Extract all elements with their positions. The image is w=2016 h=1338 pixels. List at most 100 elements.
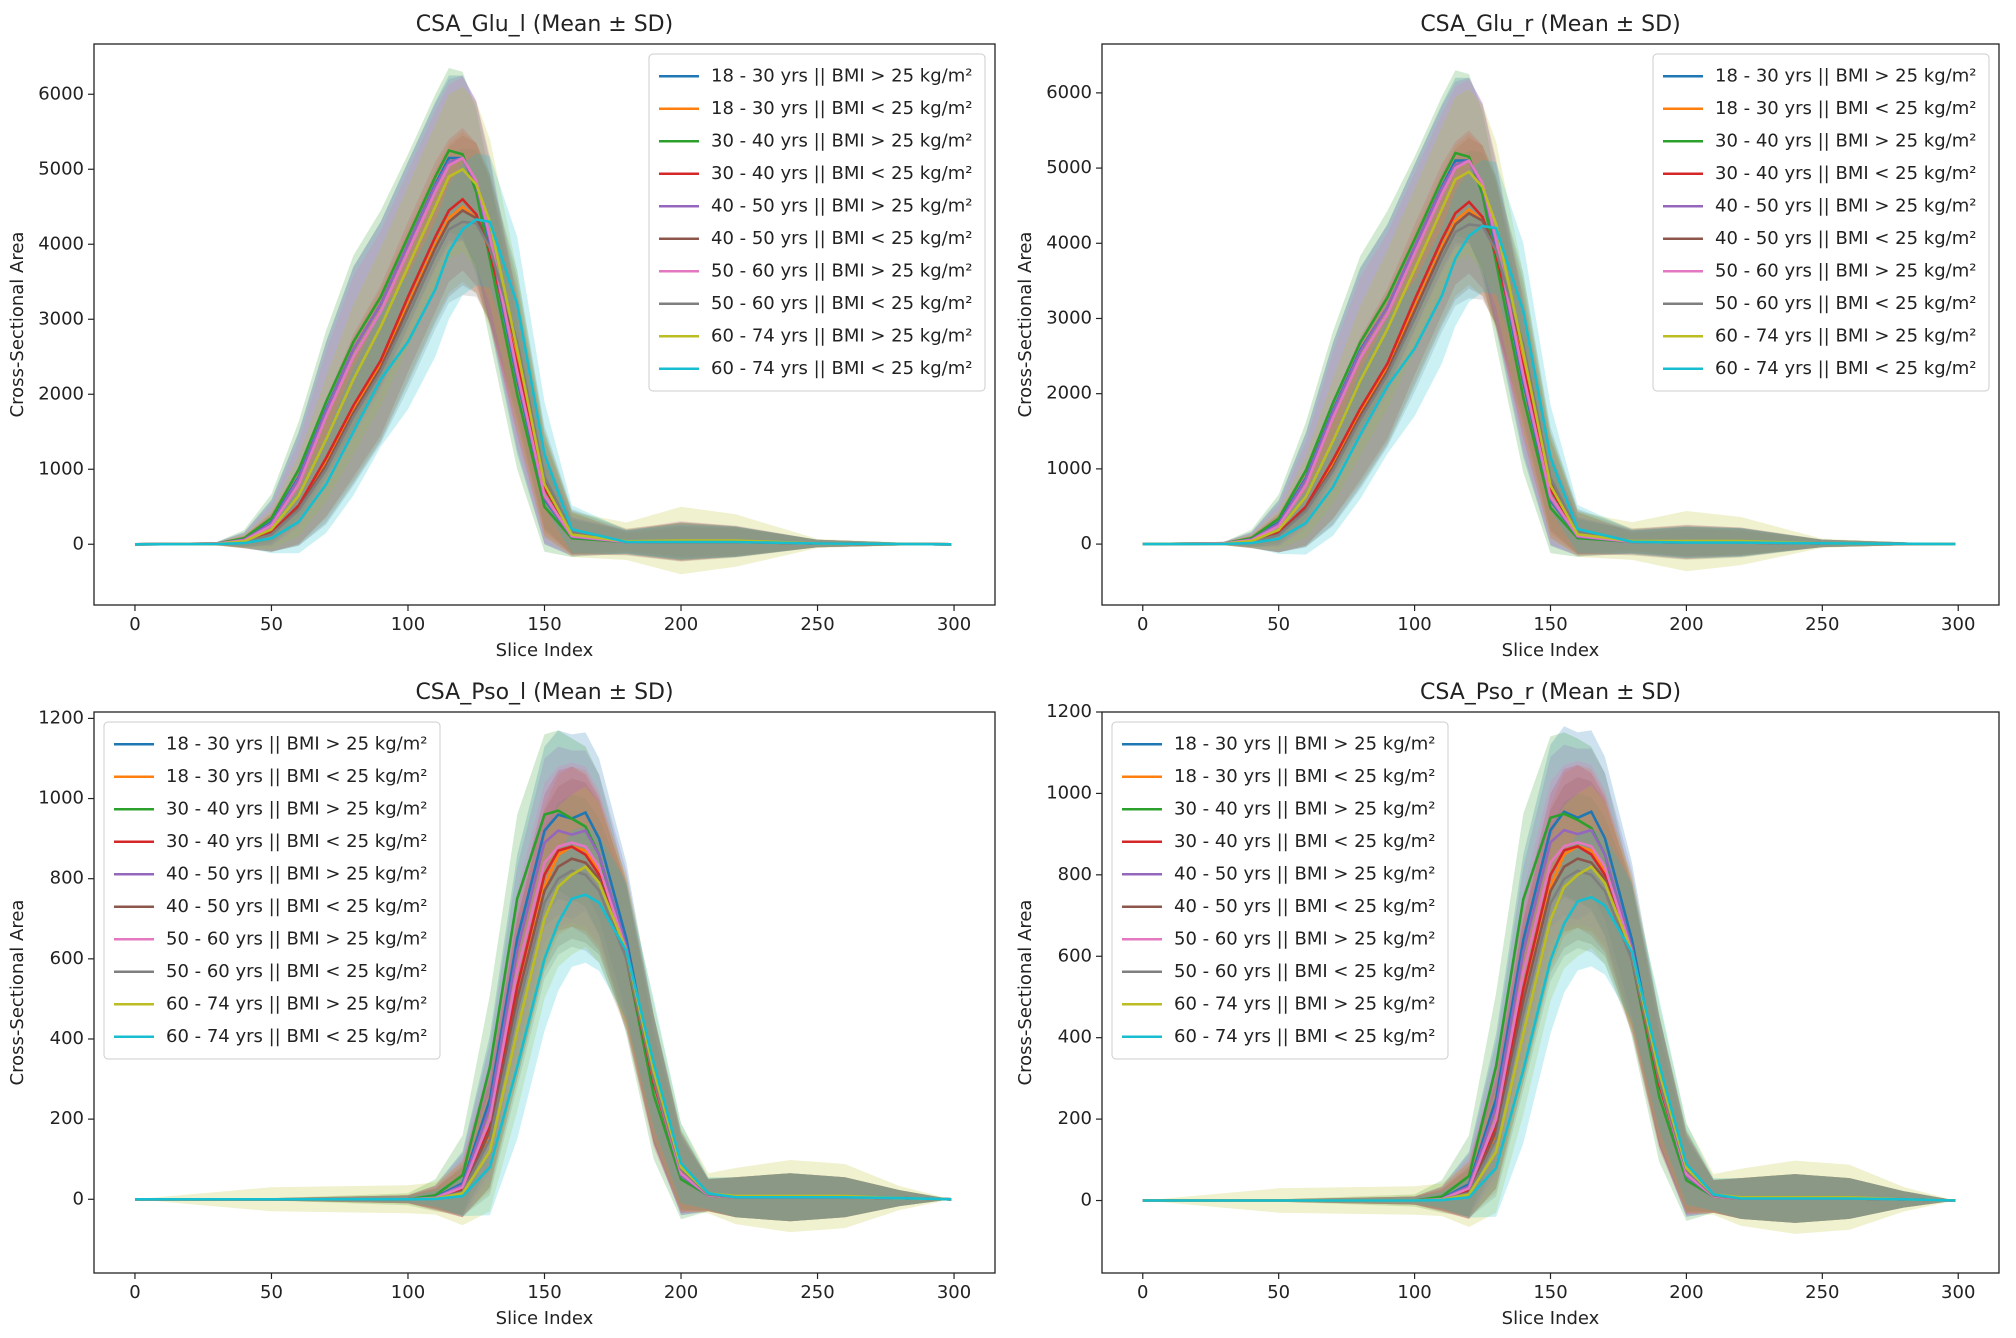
- y-tick-label: 1000: [1046, 782, 1092, 803]
- plot-area: [1142, 70, 1956, 572]
- sd-band: [1142, 138, 1956, 560]
- sd-band: [1142, 150, 1956, 560]
- x-tick-label: 200: [1669, 1282, 1703, 1303]
- x-tick-label: 300: [937, 614, 971, 635]
- x-tick-label: 100: [391, 614, 425, 635]
- x-tick-label: 300: [937, 1282, 971, 1303]
- legend-label: 40 - 50 yrs || BMI < 25 kg/m²: [1174, 896, 1435, 917]
- axes-frame: [1101, 711, 2000, 1274]
- legend-label: 50 - 60 yrs || BMI < 25 kg/m²: [1174, 961, 1435, 982]
- y-tick-label: 2000: [38, 383, 84, 404]
- y-tick-label: 1000: [38, 458, 84, 479]
- legend-label: 60 - 74 yrs || BMI > 25 kg/m²: [166, 993, 427, 1014]
- legend-label: 18 - 30 yrs || BMI < 25 kg/m²: [1715, 98, 1976, 119]
- legend-label: 40 - 50 yrs || BMI > 25 kg/m²: [1715, 195, 1976, 216]
- legend-box: [648, 53, 986, 392]
- y-tick-label: 600: [1058, 945, 1092, 966]
- legend-label: 50 - 60 yrs || BMI < 25 kg/m²: [1715, 293, 1976, 314]
- legend-label: 40 - 50 yrs || BMI < 25 kg/m²: [711, 228, 972, 249]
- sd-band: [1142, 760, 1956, 1223]
- x-tick-label: 50: [1267, 614, 1290, 635]
- legend-label: 40 - 50 yrs || BMI > 25 kg/m²: [711, 195, 972, 216]
- x-tick-label: 200: [664, 614, 698, 635]
- x-tick-label: 0: [1137, 614, 1148, 635]
- x-tick-label: 100: [391, 1282, 425, 1303]
- y-tick-label: 1200: [1046, 701, 1092, 722]
- y-tick-label: 2000: [1046, 383, 1092, 404]
- legend: 18 - 30 yrs || BMI > 25 kg/m² 18 - 30 yrs…: [648, 53, 986, 392]
- legend-label: 60 - 74 yrs || BMI < 25 kg/m²: [166, 1026, 427, 1047]
- y-tick-label: 200: [50, 1108, 84, 1129]
- sd-band: [1142, 89, 1956, 572]
- legend-box: [1652, 53, 1990, 392]
- y-tick-label: 200: [1058, 1108, 1092, 1129]
- x-tick-label: 0: [1137, 1282, 1148, 1303]
- legend-label: 40 - 50 yrs || BMI < 25 kg/m²: [1715, 228, 1976, 249]
- subplot: CSA_Glu_r (Mean ± SD) Slice Index Cross-Se…: [1015, 12, 2000, 661]
- sd-band: [135, 131, 952, 558]
- legend-label: 50 - 60 yrs || BMI > 25 kg/m²: [1174, 928, 1435, 949]
- x-tick-label: 250: [800, 614, 834, 635]
- y-tick-label: 0: [1081, 533, 1092, 554]
- x-tick-label: 150: [1533, 614, 1567, 635]
- y-tick-label: 4000: [38, 233, 84, 254]
- legend-label: 30 - 40 yrs || BMI > 25 kg/m²: [1715, 130, 1976, 151]
- legend-label: 30 - 40 yrs || BMI < 25 kg/m²: [1174, 831, 1435, 852]
- legend-label: 60 - 74 yrs || BMI > 25 kg/m²: [1174, 993, 1435, 1014]
- y-tick-label: 0: [73, 1188, 84, 1209]
- y-axis-label: Cross-Sectional Area: [7, 232, 28, 418]
- legend-label: 30 - 40 yrs || BMI > 25 kg/m²: [711, 130, 972, 151]
- x-tick-label: 100: [1397, 614, 1431, 635]
- legend-label: 40 - 50 yrs || BMI > 25 kg/m²: [1174, 863, 1435, 884]
- legend-label: 60 - 74 yrs || BMI > 25 kg/m²: [1715, 325, 1976, 346]
- chart-title: CSA_Glu_l (Mean ± SD): [416, 12, 673, 37]
- sd-band: [135, 766, 952, 1222]
- y-tick-label: 6000: [1046, 82, 1092, 103]
- legend-label: 30 - 40 yrs || BMI < 25 kg/m²: [711, 163, 972, 184]
- x-tick-label: 250: [800, 1282, 834, 1303]
- y-tick-label: 800: [50, 868, 84, 889]
- y-tick-label: 3000: [1046, 307, 1092, 328]
- x-tick-label: 250: [1805, 614, 1839, 635]
- legend-box: [1111, 721, 1449, 1060]
- x-tick-label: 150: [527, 614, 561, 635]
- legend-label: 60 - 74 yrs || BMI < 25 kg/m²: [711, 358, 972, 379]
- chart-title: CSA_Pso_l (Mean ± SD): [415, 680, 673, 705]
- y-tick-label: 4000: [1046, 232, 1092, 253]
- x-tick-label: 300: [1941, 614, 1975, 635]
- x-tick-label: 50: [260, 614, 283, 635]
- sd-band: [135, 128, 952, 559]
- legend-label: 40 - 50 yrs || BMI < 25 kg/m²: [166, 896, 427, 917]
- legend-label: 30 - 40 yrs || BMI < 25 kg/m²: [166, 831, 427, 852]
- axes-frame: [93, 711, 996, 1274]
- sd-band: [135, 730, 952, 1222]
- y-tick-label: 1200: [38, 707, 84, 728]
- sd-band: [1142, 764, 1956, 1223]
- x-tick-label: 300: [1941, 1282, 1975, 1303]
- x-tick-label: 0: [129, 614, 140, 635]
- sd-band: [135, 762, 952, 1222]
- legend-label: 18 - 30 yrs || BMI < 25 kg/m²: [166, 766, 427, 787]
- y-tick-label: 5000: [38, 158, 84, 179]
- mean-line: [1142, 224, 1956, 546]
- y-tick-label: 0: [1081, 1190, 1092, 1211]
- sd-band: [1142, 159, 1956, 559]
- axes-frame: [1101, 43, 2000, 606]
- y-tick-label: 800: [1058, 864, 1092, 885]
- x-tick-label: 100: [1397, 1282, 1431, 1303]
- mean-line: [134, 218, 952, 546]
- sd-band: [135, 746, 952, 1222]
- y-tick-label: 1000: [1046, 458, 1092, 479]
- legend: 18 - 30 yrs || BMI > 25 kg/m² 18 - 30 yrs…: [1111, 721, 1449, 1060]
- x-tick-label: 200: [1669, 614, 1703, 635]
- sd-band: [135, 135, 952, 561]
- y-tick-label: 3000: [38, 308, 84, 329]
- y-tick-label: 5000: [1046, 157, 1092, 178]
- x-tick-label: 150: [527, 1282, 561, 1303]
- legend-label: 50 - 60 yrs || BMI > 25 kg/m²: [711, 260, 972, 281]
- legend-label: 60 - 74 yrs || BMI < 25 kg/m²: [1715, 358, 1976, 379]
- legend-label: 50 - 60 yrs || BMI < 25 kg/m²: [166, 961, 427, 982]
- x-axis-label: Slice Index: [1502, 1308, 1600, 1329]
- sd-band: [135, 766, 952, 1222]
- legend-box: [103, 721, 441, 1060]
